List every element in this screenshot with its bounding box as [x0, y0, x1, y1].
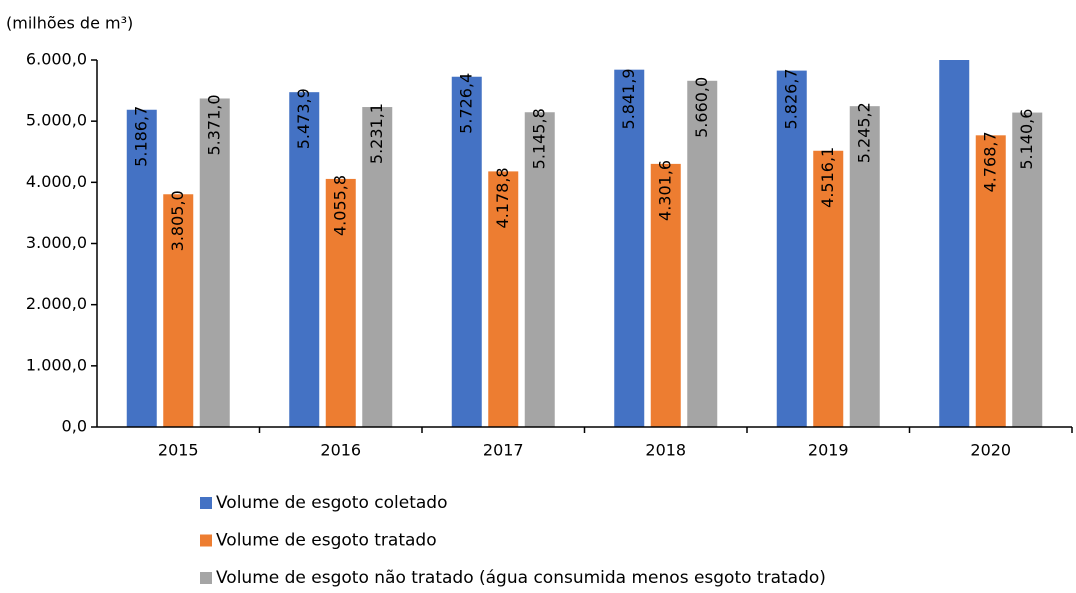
bar — [614, 69, 645, 428]
data-label: 4.178,8 — [493, 167, 512, 228]
y-tick-label: 5.000,0 — [26, 111, 87, 130]
bar — [163, 194, 194, 427]
bar — [325, 178, 356, 427]
data-label: 5.371,0 — [204, 94, 223, 155]
x-tick-label: 2019 — [808, 441, 849, 460]
bar — [1012, 112, 1043, 427]
legend-swatch — [200, 497, 212, 509]
bar — [813, 150, 844, 428]
bar — [488, 171, 519, 427]
bar — [362, 107, 393, 427]
bar — [939, 60, 970, 427]
bar — [451, 76, 482, 427]
data-label: 5.245,2 — [854, 102, 873, 163]
data-label: 5.231,1 — [367, 103, 386, 164]
bar — [289, 92, 320, 428]
x-tick-label: 2015 — [158, 441, 199, 460]
data-label: 5.726,4 — [456, 73, 475, 134]
y-tick-label: 1.000,0 — [26, 355, 87, 374]
data-label: 3.805,0 — [168, 190, 187, 251]
bar — [650, 163, 681, 427]
data-label: 5.473,9 — [294, 88, 313, 149]
x-tick-label: 2020 — [970, 441, 1011, 460]
bar — [199, 98, 230, 428]
data-label: 4.768,7 — [980, 131, 999, 192]
data-label: 5.826,7 — [781, 68, 800, 129]
legend-swatch — [200, 534, 212, 547]
x-tick-label: 2018 — [645, 441, 686, 460]
y-tick-label: 0,0 — [62, 417, 87, 436]
bar — [687, 80, 718, 428]
data-label: 4.301,6 — [655, 160, 674, 221]
data-label: 5.841,9 — [619, 68, 638, 129]
bar — [126, 109, 157, 427]
y-tick-label: 3.000,0 — [26, 233, 87, 252]
legend-label: Volume de esgoto não tratado (água consu… — [216, 568, 826, 588]
bar — [975, 135, 1006, 427]
data-label: 5.145,8 — [529, 108, 548, 169]
legend-swatch — [200, 572, 212, 584]
y-tick-label: 4.000,0 — [26, 172, 87, 191]
data-label: 5.660,0 — [692, 77, 711, 138]
legend-label: Volume de esgoto coletado — [216, 493, 447, 513]
data-label: 5.186,7 — [131, 106, 150, 167]
x-tick-label: 2016 — [320, 441, 361, 460]
data-label: 5.140,6 — [1017, 109, 1036, 170]
legend-label: Volume de esgoto tratado — [216, 531, 437, 551]
bar — [776, 70, 807, 427]
y-axis-label: (milhões de m³) — [6, 14, 133, 33]
bar — [524, 112, 555, 427]
x-tick-label: 2017 — [483, 441, 524, 460]
y-tick-label: 2.000,0 — [26, 294, 87, 313]
y-tick-label: 6.000,0 — [26, 50, 87, 69]
bar — [849, 106, 880, 427]
data-label: 4.516,1 — [818, 147, 837, 208]
data-label: 4.055,8 — [330, 175, 349, 236]
